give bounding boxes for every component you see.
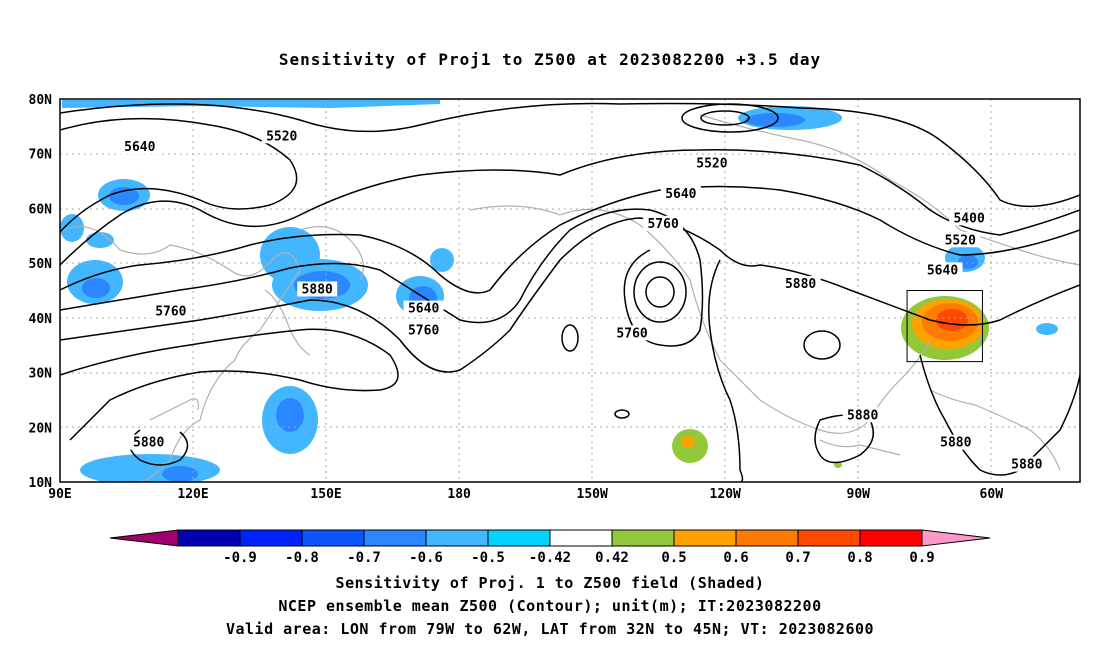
colorbar-segment [487, 529, 551, 547]
colorbar-tick-label: 0.7 [785, 550, 810, 566]
map-frame [59, 98, 1081, 483]
lon-label: 120W [710, 487, 741, 502]
colorbar-tick-label: 0.6 [723, 550, 748, 566]
contour-label-bg [949, 210, 990, 226]
lat-label: 10N [29, 476, 53, 491]
contour-label-bg [612, 325, 653, 341]
contour-label: 5520 [696, 157, 727, 172]
colorbar-segment [301, 529, 365, 547]
contour-label-bg [1006, 456, 1047, 472]
colorbar-tick-label: 0.8 [847, 550, 872, 566]
contour-label: 5640 [927, 263, 958, 278]
contour-label: 5640 [408, 302, 439, 317]
contour-label: 5760 [155, 304, 186, 319]
lon-label: 180 [447, 487, 471, 502]
lon-label: 150W [577, 487, 608, 502]
colorbar-segment [611, 529, 675, 547]
contour-label: 5520 [945, 233, 976, 248]
contour-label-bg [403, 322, 444, 338]
contour-label-bg [261, 128, 302, 144]
contour-label-bg [780, 276, 821, 292]
lon-label: 150E [310, 487, 341, 502]
lon-label: 90W [847, 487, 871, 502]
colorbar-tick-label: 0.42 [595, 550, 629, 566]
colorbar-segment [859, 529, 923, 547]
colorbar-tick-label: -0.8 [285, 550, 319, 566]
z500-contours [60, 102, 1080, 482]
map-title: Sensitivity of Proj1 to Z500 at 20230822… [278, 50, 822, 69]
colorbar-segment [549, 529, 613, 547]
colorbar: -0.9 -0.8 -0.7 -0.6 -0.5 -0.42 0.42 0.5 0.6 0.7 0.… [109, 529, 991, 566]
colorbar-segment [177, 529, 241, 547]
colorbar-tick-label: -0.6 [409, 550, 443, 566]
contour-label-bg [922, 262, 963, 278]
colorbar-tick-label: 0.5 [661, 550, 686, 566]
contour-label: 5640 [124, 140, 155, 155]
contour-label: 5880 [940, 436, 971, 451]
lon-label: 60W [980, 487, 1004, 502]
contour-label-bg [940, 232, 981, 248]
colorbar-tick-label: 0.9 [909, 550, 934, 566]
valid-area-box [906, 290, 983, 363]
z500-closed-contours [561, 103, 841, 419]
lat-label: 40N [29, 312, 53, 327]
lon-label: 90E [48, 487, 71, 502]
colorbar-min-triangle [109, 529, 179, 547]
colorbar-max-triangle [921, 529, 991, 547]
negative-sensitivity-shading [60, 100, 1058, 482]
contour-label: 5760 [408, 324, 439, 339]
contour-label: 5760 [647, 217, 678, 232]
lon-label: 120E [177, 487, 208, 502]
latitude-labels: 80N 70N 60N 50N 40N 30N 20N 10N [29, 93, 53, 491]
contour-label-bg [150, 303, 191, 319]
colorbar-tick-label: -0.5 [471, 550, 505, 566]
contour-label: 5640 [665, 187, 696, 202]
contour-label: 5400 [953, 211, 984, 226]
contour-label-bg [297, 281, 338, 297]
colorbar-segment [673, 529, 737, 547]
contour-label: 5880 [1011, 458, 1042, 473]
colorbar-segment [797, 529, 861, 547]
contour-label: 5880 [785, 277, 816, 292]
colorbar-segment [735, 529, 799, 547]
caption-shaded: Sensitivity of Proj. 1 to Z500 field (Sh… [335, 574, 765, 592]
contour-label-bg [842, 407, 883, 423]
colorbar-segment [363, 529, 427, 547]
contour-label-bg [119, 139, 160, 155]
lat-label: 20N [29, 421, 53, 436]
contour-label-bg [660, 185, 701, 201]
contour-label-bg [403, 300, 444, 316]
lat-label: 70N [29, 148, 53, 163]
contour-label: 5880 [847, 408, 878, 423]
contour-label-bg [691, 155, 732, 171]
colorbar-segment [425, 529, 489, 547]
contour-label: 5880 [133, 436, 164, 451]
caption-valid-area: Valid area: LON from 79W to 62W, LAT fro… [225, 620, 875, 638]
contour-label: 5520 [266, 129, 297, 144]
colorbar-tick-label: -0.9 [223, 550, 257, 566]
lat-label: 50N [29, 257, 53, 272]
contour-label: 5760 [616, 326, 647, 341]
contour-label: 5880 [302, 283, 333, 298]
contour-label-bg [128, 434, 169, 450]
caption-contour: NCEP ensemble mean Z500 (Contour); unit(… [278, 597, 822, 615]
lat-label: 30N [29, 367, 53, 382]
lat-label: 80N [29, 93, 53, 108]
contour-label-bg [643, 215, 684, 231]
longitude-labels: 90E 120E 150E 180 150W 120W 90W 60W [48, 487, 1003, 502]
colorbar-tick-label: -0.7 [347, 550, 381, 566]
colorbar-tick-label: -0.42 [529, 550, 571, 566]
colorbar-segment [239, 529, 303, 547]
contour-label-bg [935, 434, 976, 450]
lat-label: 60N [29, 202, 53, 217]
